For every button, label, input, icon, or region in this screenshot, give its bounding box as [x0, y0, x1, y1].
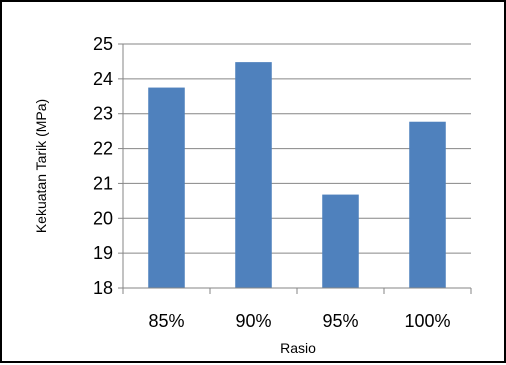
x-axis-title: Rasio: [280, 340, 316, 356]
x-tick-label: 100%: [404, 311, 450, 331]
y-tick-label: 25: [93, 34, 113, 54]
bar-100pct: [409, 121, 446, 288]
y-axis-title: Kekuatan Tarik (MPa): [33, 99, 49, 233]
x-tick-label: 90%: [235, 311, 271, 331]
y-tick-label: 24: [93, 69, 113, 89]
y-tick-label: 23: [93, 104, 113, 124]
bar-90pct: [235, 62, 272, 288]
bar-95pct: [322, 194, 359, 288]
y-tick-label: 21: [93, 173, 113, 193]
y-tick-label: 20: [93, 208, 113, 228]
y-tick-labels: 18 19 20 21 22 23 24 25: [93, 34, 113, 298]
y-tick-label: 19: [93, 243, 113, 263]
bar-85pct: [148, 87, 185, 288]
bars: [148, 62, 446, 288]
y-tick-label: 18: [93, 278, 113, 298]
y-tick-label: 22: [93, 139, 113, 159]
x-tick-labels: 85% 90% 95% 100%: [148, 311, 450, 331]
x-tick-label: 95%: [322, 311, 358, 331]
axes: [118, 43, 472, 294]
x-tick-label: 85%: [148, 311, 184, 331]
